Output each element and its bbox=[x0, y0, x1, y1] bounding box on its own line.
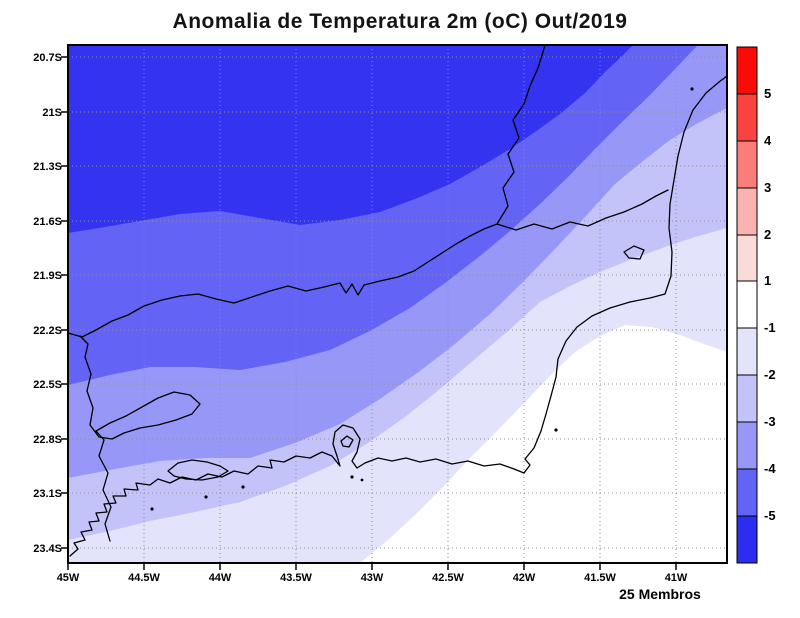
colorbar-tick-label: -3 bbox=[764, 414, 776, 429]
lon-tick-label: 44.5W bbox=[128, 572, 160, 584]
colorbar-segment bbox=[736, 93, 758, 142]
state-border-north-path bbox=[68, 223, 498, 338]
colorbar-segment bbox=[736, 46, 758, 95]
lon-tick-label: 42W bbox=[513, 572, 536, 584]
colorbar-segment bbox=[736, 468, 758, 517]
island-dot bbox=[350, 475, 354, 479]
contour-bands bbox=[68, 45, 727, 563]
lon-tick-label: 41W bbox=[665, 572, 688, 584]
members-annotation: 25 Membros bbox=[619, 586, 701, 602]
lon-tick-label: 43W bbox=[361, 572, 384, 584]
lat-tick-label: 21.9S bbox=[33, 270, 62, 282]
island-dot bbox=[554, 428, 558, 432]
lat-tick-label: 22.5S bbox=[33, 379, 62, 391]
colorbar-segment bbox=[736, 374, 758, 423]
colorbar-labels: 5 4 3 2 1 -1 -2 -3 -4 -5 bbox=[764, 86, 776, 523]
colorbar-segment bbox=[736, 421, 758, 470]
lat-tick-label: 21.6S bbox=[33, 216, 62, 228]
lon-tick-label: 42.5W bbox=[432, 572, 464, 584]
colorbar-segment bbox=[736, 234, 758, 282]
lat-tick-label: 21.3S bbox=[33, 161, 62, 173]
state-border-west-path bbox=[79, 335, 201, 542]
lat-tick-label: 21S bbox=[42, 107, 62, 119]
lon-tick-label: 41.5W bbox=[584, 572, 616, 584]
colorbar-tick-label: 3 bbox=[764, 180, 771, 195]
lat-tick-label: 23.4S bbox=[33, 543, 62, 555]
lon-tick-label: 45W bbox=[57, 572, 80, 584]
colorbar-tick-label: -1 bbox=[764, 320, 776, 335]
colorbar-segment bbox=[736, 327, 758, 376]
island-dot bbox=[150, 507, 154, 511]
colorbar-tick-label: 5 bbox=[764, 86, 771, 101]
island-dots bbox=[150, 87, 694, 511]
lon-tick-label: 44W bbox=[209, 572, 232, 584]
island-dot bbox=[204, 495, 208, 499]
state-border-top-path bbox=[496, 45, 546, 225]
coastal-lagoon bbox=[623, 245, 645, 260]
colorbar-tick-label: -5 bbox=[764, 508, 776, 523]
colorbar-tick-label: -4 bbox=[764, 461, 776, 476]
colorbar-tick-label: 4 bbox=[764, 133, 772, 148]
lat-axis-labels: 20.7S 21S 21.3S 21.6S 21.9S 22.2S 22.5S … bbox=[33, 52, 62, 555]
colorbar-tick-label: 1 bbox=[764, 273, 771, 288]
contour-band-minus5 bbox=[68, 45, 633, 233]
lat-tick-label: 22.8S bbox=[33, 434, 62, 446]
island-dot bbox=[360, 478, 364, 482]
colorbar-segment bbox=[736, 515, 758, 564]
colorbar bbox=[736, 46, 758, 564]
lon-tick-label: 43.5W bbox=[280, 572, 312, 584]
plot-frame bbox=[67, 44, 728, 564]
coastline-path bbox=[69, 75, 727, 557]
lat-tick-label: 22.2S bbox=[33, 325, 62, 337]
map-overlays bbox=[68, 45, 727, 557]
colorbar-tick-label: 2 bbox=[764, 227, 771, 242]
lat-tick-label: 20.7S bbox=[33, 52, 62, 64]
island-dot bbox=[690, 87, 694, 91]
island-dot bbox=[241, 485, 245, 489]
colorbar-tick-label: -2 bbox=[764, 367, 776, 382]
colorbar-segment bbox=[736, 280, 758, 329]
lat-tick-label: 23.1S bbox=[33, 488, 62, 500]
lon-axis-labels: 45W 44.5W 44W 43.5W 43W 42.5W 42W 41.5W … bbox=[57, 572, 688, 584]
island-in-bay bbox=[340, 435, 354, 448]
island-ilha-grande bbox=[167, 459, 229, 481]
page-title: Anomalia de Temperatura 2m (oC) Out/2019 bbox=[173, 10, 628, 33]
colorbar-segment bbox=[736, 187, 758, 236]
colorbar-segment bbox=[736, 140, 758, 189]
axis-ticks bbox=[61, 56, 677, 570]
state-border-east-path bbox=[496, 189, 669, 231]
